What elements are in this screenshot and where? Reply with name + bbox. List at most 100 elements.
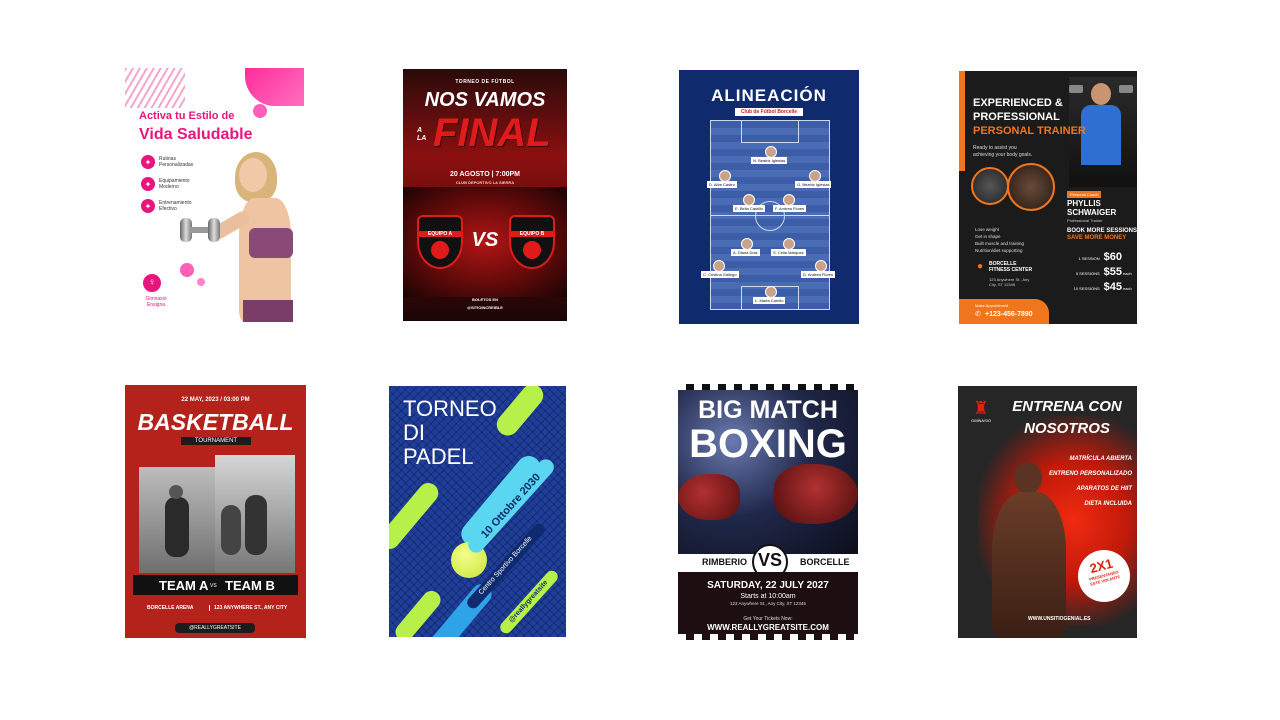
phone-number: +123-456-7890 [985, 311, 1033, 318]
venue: BORCELLE ARENA [147, 605, 194, 611]
shorts [243, 300, 293, 322]
address: 123 ANYWHERE ST., ANY CITY [209, 605, 287, 611]
event-address: 123 Anywhere St., Any City, ST 12345 [730, 601, 806, 606]
poster-basketball[interactable]: 22 MAY, 2023 / 03:00 PM BASKETBALL TOURN… [125, 385, 306, 638]
player-name: D. Alba Castro [707, 181, 737, 188]
versus-label: VS [757, 550, 782, 570]
footer-line2: @SITIOINCREIBLE [467, 305, 503, 310]
feature-label: Entrenamiento Efectivo [159, 200, 192, 212]
club-name-banner: Club de Fútbol Borcelle [735, 108, 803, 116]
service-item: APARATOS DE HIIT [1076, 486, 1132, 492]
subtitle-banner: TOURNAMENT [181, 437, 251, 445]
poster-padel[interactable]: TORNEO DI PADEL 10 Ottobre 2030 Centro S… [389, 386, 566, 637]
benefit-item: Lose weight [975, 227, 1000, 232]
appointment-label: Make Appointment [975, 303, 1009, 308]
player-name: C. Cristina Gallego [701, 271, 739, 278]
team-b: TEAM B [225, 578, 275, 593]
boxing-glove-left-icon [678, 474, 740, 520]
book-line2: SAVE MORE MONEY [1067, 235, 1127, 241]
trainer-name-1: PHYLLIS [1067, 199, 1101, 208]
title-line2: NOSOTROS [1024, 420, 1110, 437]
phone-icon: ✆ [975, 311, 981, 318]
player-name: G. Beatriz Iglesias [795, 181, 832, 188]
poster-gym-train[interactable]: ♜ GIMNASIO ENTRENA CON NOSOTROS MATRÍCUL… [958, 386, 1137, 638]
headline-line2: Vida Saludable [139, 126, 253, 143]
face [239, 158, 267, 192]
dumbbell-icon [1069, 85, 1083, 93]
title-line1: BIG MATCH [698, 396, 838, 424]
player-name: S. Celia Márquez [771, 249, 806, 256]
price-row: 5 SESSIONS $55 each [1063, 266, 1133, 278]
orange-accent [959, 71, 965, 171]
benefit-item: Nutrition/diet supporting [975, 248, 1023, 253]
trainer-photo [1069, 77, 1137, 187]
woman-photo [210, 148, 304, 322]
feature-item: ✦ Rutinas Personalizadas [141, 155, 221, 169]
poster-lineup[interactable]: ALINEACIÓN Club de Fútbol Borcelle N. Be… [679, 70, 859, 324]
workout-photo [971, 167, 1009, 205]
feature-label: Equipamiento Moderno [159, 178, 190, 190]
poster-football-final[interactable]: TORNEO DE FÚTBOL NOS VAMOS A LA FINAL 20… [403, 69, 567, 321]
feature-label: Rutinas Personalizadas [159, 156, 194, 168]
player-name: L. Marta Carrillo [753, 297, 786, 304]
footer-site: WWW.UNSITIOGENIAL.ES [1028, 616, 1091, 622]
player-name: F. Andrea Flores [773, 205, 807, 212]
team-b-label: EQUIPO B [511, 231, 553, 237]
title-line1: TORNEO [403, 396, 497, 421]
pink-dot-3 [197, 278, 205, 286]
address-2: City, ST 12345 [989, 282, 1016, 287]
price-row: 10 SESSIONS $45 each [1063, 281, 1133, 293]
headline-line3: PERSONAL TRAINER [973, 125, 1086, 137]
title-line1: ENTRENA CON [1012, 398, 1122, 415]
price-label: 10 SESSIONS [1073, 286, 1100, 291]
headline-line2: FINAL [433, 111, 551, 155]
venue: CLUB DEPORTIVO LA SIERRA [455, 180, 515, 185]
subtitle-line1: Ready to assist you [973, 145, 1017, 151]
dumbbell-icon [1119, 85, 1133, 93]
poster-healthy-lifestyle[interactable]: Activa tu Estilo de Vida Saludable ✦ Rut… [125, 68, 304, 322]
coach-tag: Personal Coach [1067, 191, 1102, 198]
date-label: 22 MAY, 2023 / 03:00 PM [181, 397, 250, 403]
poster-personal-trainer[interactable]: EXPERIENCED & PROFESSIONAL PERSONAL TRAI… [959, 71, 1137, 324]
trainer-role: Professional Trainer [1067, 218, 1103, 223]
price-row: 1 SESSION $60 [1063, 251, 1133, 263]
a-la-label: A LA [417, 127, 427, 142]
player-name: E. Bella Castillo [733, 205, 766, 212]
fighter-right: BORCELLE [800, 557, 850, 567]
versus-label: VS [471, 229, 499, 251]
benefit-item: Get in shape [975, 234, 1001, 239]
feature-icon: ✦ [141, 199, 155, 213]
headline-line2: PROFESSIONAL [973, 111, 1060, 123]
price-label: 1 SESSION [1078, 256, 1100, 261]
title: BASKETBALL [137, 409, 294, 435]
tickets-label: Get Your Tickets Now: [743, 616, 793, 622]
ticket-site: WWW.REALLYGREATSITE.COM [707, 623, 829, 632]
price-value: $45 [1103, 281, 1122, 293]
gym-logo-icon: ♜ [972, 398, 990, 418]
price-unit: each [1123, 271, 1132, 276]
teams-bar [133, 575, 298, 595]
photo-left [139, 467, 215, 573]
team-a-label: EQUIPO A [419, 231, 461, 237]
price-value: $60 [1103, 251, 1122, 263]
feature-list: ✦ Rutinas Personalizadas ✦ Equipamiento … [141, 155, 221, 213]
subtitle-line2: achieving your body goals. [973, 152, 1033, 158]
feature-item: ✦ Entrenamiento Efectivo [141, 199, 221, 213]
headline-line1: EXPERIENCED & [973, 97, 1063, 109]
headline-line1: NOS VAMOS [424, 89, 546, 111]
top-stripes [678, 384, 858, 390]
workout-photo [1007, 163, 1055, 211]
price-value: $55 [1103, 266, 1122, 278]
player-name: N. Beatriz Iglesias [751, 157, 788, 164]
price-unit: each [1123, 286, 1132, 291]
date-time: 20 AGOSTO | 7:00PM [449, 171, 521, 178]
athlete-photo [984, 456, 1074, 638]
title-line3: PADEL [403, 444, 474, 469]
pink-blob [245, 68, 304, 106]
dumbbell-icon [180, 218, 220, 242]
footer-line1: BOLETOS EN [472, 297, 498, 302]
poster-boxing[interactable]: BIG MATCH BOXING RIMBERIO VS BORCELLE SA… [678, 384, 858, 640]
center-name-1: BORCELLE [989, 261, 1017, 267]
price-list: 1 SESSION $60 5 SESSIONS $55 each 10 SES… [1063, 251, 1133, 293]
address-1: 123 Anywhere St., Any [989, 277, 1030, 282]
